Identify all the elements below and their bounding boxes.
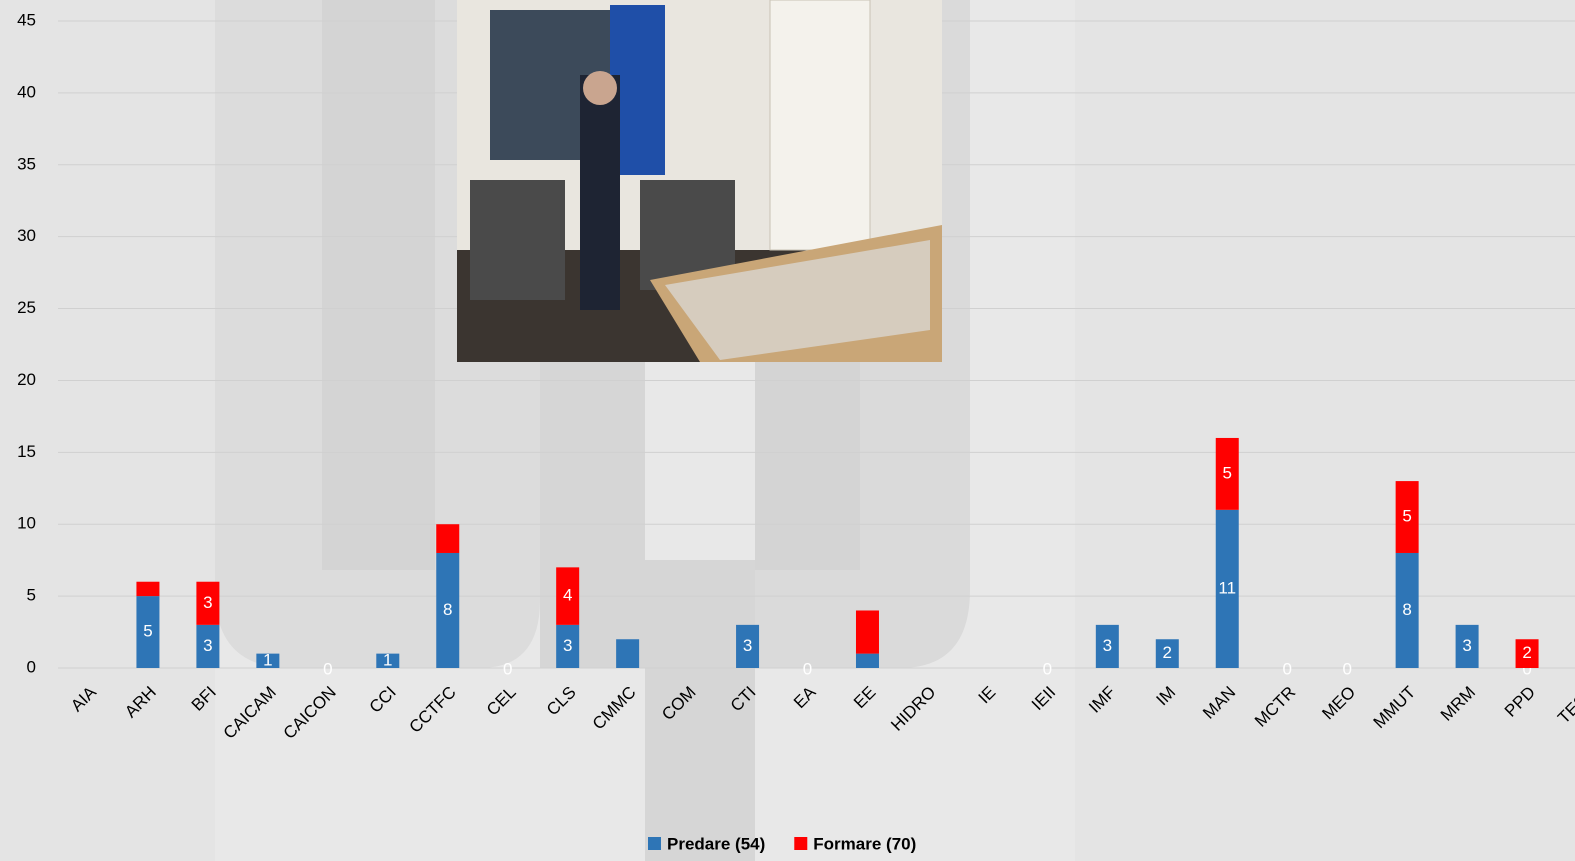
data-label: 4 [563, 586, 572, 605]
data-label: 11 [1218, 578, 1236, 597]
data-label: 0 [1342, 659, 1351, 678]
photo [457, 0, 942, 362]
bar-segment [616, 639, 639, 668]
bar-segment [856, 610, 879, 653]
bar-segment [136, 582, 159, 596]
data-label: 2 [1522, 643, 1531, 662]
data-label: 0 [803, 659, 812, 678]
y-tick-label: 5 [27, 586, 36, 605]
y-tick-label: 20 [17, 370, 36, 389]
data-label: 1 [383, 650, 392, 669]
data-label: 3 [1103, 636, 1112, 655]
y-tick-label: 45 [17, 10, 36, 29]
data-label: 0 [1282, 659, 1291, 678]
y-tick-label: 0 [27, 657, 36, 676]
chart: 051015202530354045AIAARH5BFI33CAICAM1CAI… [0, 0, 1575, 861]
y-tick-label: 30 [17, 226, 36, 245]
data-label: 0 [503, 659, 512, 678]
data-label: 3 [203, 636, 212, 655]
y-tick-label: 25 [17, 298, 36, 317]
bar-segment [436, 524, 459, 553]
data-label: 8 [443, 600, 452, 619]
data-label: 3 [1462, 636, 1471, 655]
data-label: 8 [1402, 600, 1411, 619]
data-label: 0 [1043, 659, 1052, 678]
data-label: 5 [1402, 507, 1411, 526]
data-label: 5 [1223, 463, 1232, 482]
bar-segment [856, 654, 879, 668]
data-label: 2 [1163, 643, 1172, 662]
legend-swatch [794, 837, 807, 850]
legend-label: Formare (70) [813, 834, 916, 853]
data-label: 3 [203, 593, 212, 612]
legend-swatch [648, 837, 661, 850]
legend-label: Predare (54) [667, 834, 765, 853]
y-tick-label: 10 [17, 514, 36, 533]
data-label: 1 [263, 650, 272, 669]
y-tick-label: 35 [17, 154, 36, 173]
data-label: 3 [563, 636, 572, 655]
data-label: 5 [143, 622, 152, 641]
y-tick-label: 40 [17, 82, 36, 101]
data-label: 0 [323, 659, 332, 678]
data-label: 3 [743, 636, 752, 655]
y-tick-label: 15 [17, 442, 36, 461]
